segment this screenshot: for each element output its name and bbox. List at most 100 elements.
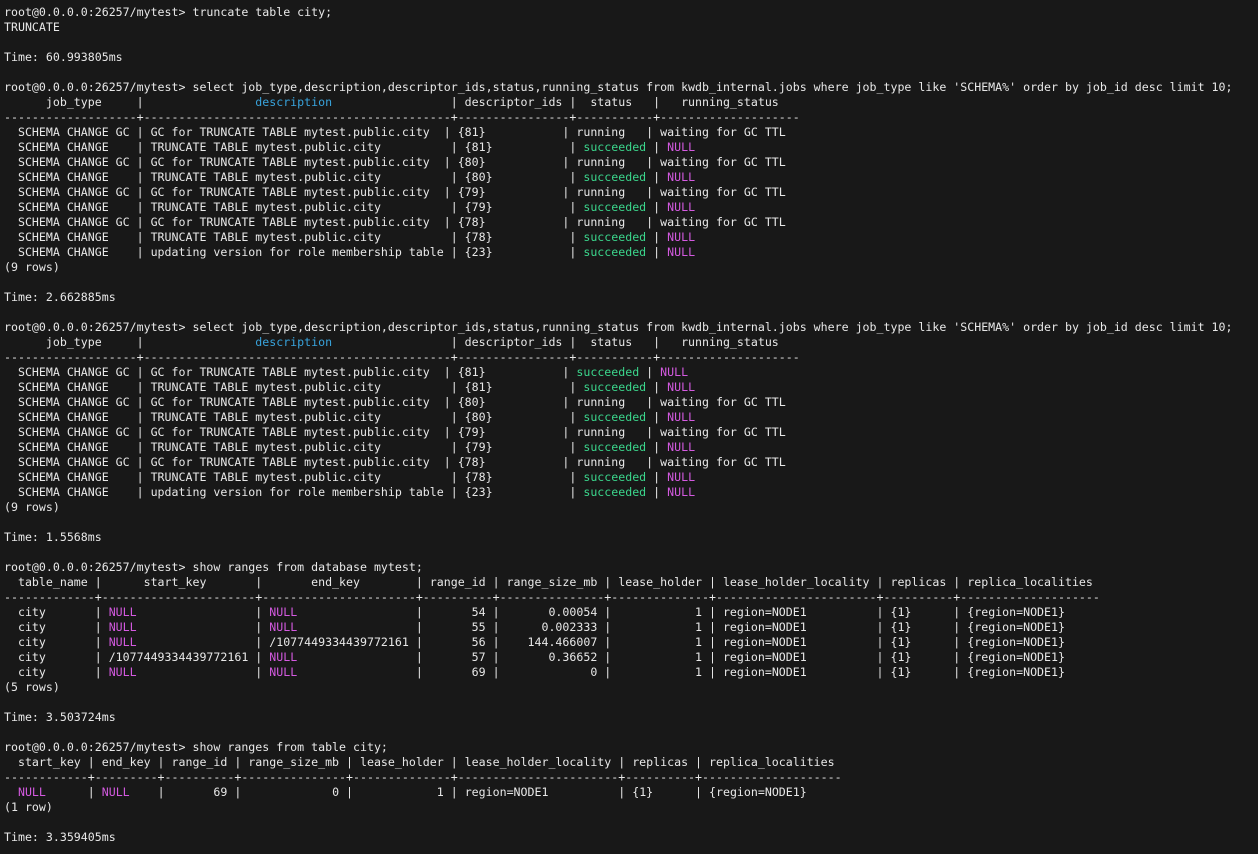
terminal-text: SCHEMA CHANGE GC | GC for TRUNCATE TABLE…	[4, 125, 786, 139]
terminal-text: Time: 60.993805ms	[4, 50, 123, 64]
terminal-line	[4, 815, 1258, 830]
null-literal-text: NULL	[108, 605, 137, 619]
null-literal-text: NULL	[108, 635, 137, 649]
terminal-line: TRUNCATE	[4, 20, 1258, 35]
terminal-line: root@0.0.0.0:26257/mytest> select job_ty…	[4, 80, 1258, 95]
terminal-text: SCHEMA CHANGE | TRUNCATE TABLE mytest.pu…	[4, 200, 584, 214]
null-literal-text: NULL	[667, 380, 696, 394]
terminal-text: SCHEMA CHANGE GC | GC for TRUNCATE TABLE…	[4, 215, 786, 229]
status-succeeded-text: succeeded	[576, 365, 640, 379]
terminal-text: |	[646, 230, 668, 244]
terminal-text: |	[646, 485, 668, 499]
terminal-text: -------------------+--------------------…	[4, 110, 800, 124]
terminal-text: SCHEMA CHANGE | TRUNCATE TABLE mytest.pu…	[4, 380, 584, 394]
terminal-text: SCHEMA CHANGE | updating version for rol…	[4, 485, 584, 499]
terminal-line: NULL | NULL | 69 | 0 | 1 | region=NODE1 …	[4, 785, 1258, 800]
terminal-text: SCHEMA CHANGE GC | GC for TRUNCATE TABLE…	[4, 425, 786, 439]
terminal-text: | 57 | 0.36652 | 1 | region=NODE1 | {1} …	[297, 650, 1065, 664]
terminal-line: SCHEMA CHANGE GC | GC for TRUNCATE TABLE…	[4, 455, 1258, 470]
terminal-text: |	[646, 140, 668, 154]
terminal-text: |	[646, 170, 668, 184]
terminal-line: root@0.0.0.0:26257/mytest> select job_ty…	[4, 320, 1258, 335]
null-literal-text: NULL	[269, 605, 298, 619]
null-literal-text: NULL	[667, 140, 696, 154]
terminal-text: SCHEMA CHANGE | TRUNCATE TABLE mytest.pu…	[4, 440, 584, 454]
terminal-text: city |	[4, 605, 109, 619]
terminal-text: |	[646, 470, 668, 484]
null-literal-text: NULL	[17, 785, 46, 799]
terminal-line: -------------------+--------------------…	[4, 110, 1258, 125]
terminal-line: city | NULL | NULL | 55 | 0.002333 | 1 |…	[4, 620, 1258, 635]
status-succeeded-text: succeeded	[583, 380, 647, 394]
terminal-line: SCHEMA CHANGE | updating version for rol…	[4, 245, 1258, 260]
terminal-line: SCHEMA CHANGE GC | GC for TRUNCATE TABLE…	[4, 155, 1258, 170]
terminal-line: Time: 2.662885ms	[4, 290, 1258, 305]
terminal-text: -------------+----------------------+---…	[4, 590, 1100, 604]
terminal-line: (9 rows)	[4, 260, 1258, 275]
status-succeeded-text: succeeded	[583, 485, 647, 499]
null-literal-text: NULL	[667, 170, 696, 184]
terminal-line	[4, 35, 1258, 50]
terminal-text: SCHEMA CHANGE GC | GC for TRUNCATE TABLE…	[4, 155, 786, 169]
terminal-line: (9 rows)	[4, 500, 1258, 515]
terminal-text: (9 rows)	[4, 500, 60, 514]
terminal-text: SCHEMA CHANGE | TRUNCATE TABLE mytest.pu…	[4, 410, 584, 424]
terminal-line: SCHEMA CHANGE | TRUNCATE TABLE mytest.pu…	[4, 140, 1258, 155]
terminal-line: city | NULL | /1077449334439772161 | 56 …	[4, 635, 1258, 650]
terminal-text: |	[646, 380, 668, 394]
terminal-line: SCHEMA CHANGE GC | GC for TRUNCATE TABLE…	[4, 215, 1258, 230]
terminal-line: SCHEMA CHANGE GC | GC for TRUNCATE TABLE…	[4, 395, 1258, 410]
terminal-text: | /1077449334439772161 | 56 | 144.466007…	[136, 635, 1065, 649]
terminal-text: SCHEMA CHANGE | TRUNCATE TABLE mytest.pu…	[4, 170, 584, 184]
status-succeeded-text: succeeded	[583, 470, 647, 484]
null-literal-text: NULL	[108, 665, 137, 679]
terminal-text: root@0.0.0.0:26257/mytest> show ranges f…	[4, 740, 388, 754]
terminal-text: |	[136, 620, 270, 634]
terminal-line	[4, 725, 1258, 740]
terminal-text: SCHEMA CHANGE | TRUNCATE TABLE mytest.pu…	[4, 470, 584, 484]
status-succeeded-text: succeeded	[583, 200, 647, 214]
null-literal-text: NULL	[667, 485, 696, 499]
null-literal-text: NULL	[667, 470, 696, 484]
terminal-line: table_name | start_key | end_key | range…	[4, 575, 1258, 590]
terminal-text: job_type |	[4, 335, 256, 349]
terminal-line: job_type | description | descriptor_ids …	[4, 335, 1258, 350]
terminal-text: (9 rows)	[4, 260, 60, 274]
status-succeeded-text: succeeded	[583, 410, 647, 424]
terminal-line: SCHEMA CHANGE | TRUNCATE TABLE mytest.pu…	[4, 410, 1258, 425]
status-succeeded-text: succeeded	[583, 170, 647, 184]
terminal-text: |	[45, 785, 102, 799]
terminal-line: SCHEMA CHANGE | TRUNCATE TABLE mytest.pu…	[4, 380, 1258, 395]
terminal-line	[4, 695, 1258, 710]
terminal-line: SCHEMA CHANGE | TRUNCATE TABLE mytest.pu…	[4, 440, 1258, 455]
terminal-line	[4, 515, 1258, 530]
terminal-text: | 55 | 0.002333 | 1 | region=NODE1 | {1}…	[297, 620, 1065, 634]
terminal-line: Time: 3.503724ms	[4, 710, 1258, 725]
status-succeeded-text: succeeded	[583, 230, 647, 244]
column-header-description: description	[255, 335, 333, 349]
terminal-text: -------------------+--------------------…	[4, 350, 800, 364]
null-literal-text: NULL	[269, 665, 298, 679]
terminal-text: SCHEMA CHANGE | TRUNCATE TABLE mytest.pu…	[4, 230, 584, 244]
terminal-text: (5 rows)	[4, 680, 60, 694]
terminal-line: SCHEMA CHANGE | TRUNCATE TABLE mytest.pu…	[4, 200, 1258, 215]
terminal-text: start_key | end_key | range_id | range_s…	[4, 755, 835, 769]
terminal-line: start_key | end_key | range_id | range_s…	[4, 755, 1258, 770]
terminal-text: Time: 1.5568ms	[4, 530, 102, 544]
null-literal-text: NULL	[667, 230, 696, 244]
status-succeeded-text: succeeded	[583, 440, 647, 454]
null-literal-text: NULL	[667, 440, 696, 454]
terminal-line	[4, 545, 1258, 560]
null-literal-text: NULL	[667, 245, 696, 259]
terminal-line: Time: 3.359405ms	[4, 830, 1258, 845]
null-literal-text: NULL	[269, 650, 298, 664]
terminal-text: | descriptor_ids | status | running_stat…	[332, 95, 779, 109]
terminal-line: -------------+----------------------+---…	[4, 590, 1258, 605]
null-literal-text: NULL	[667, 200, 696, 214]
terminal-line: job_type | description | descriptor_ids …	[4, 95, 1258, 110]
terminal-text: |	[646, 245, 668, 259]
terminal-text: job_type |	[4, 95, 256, 109]
terminal-text: city |	[4, 620, 109, 634]
terminal-text: Time: 3.503724ms	[4, 710, 116, 724]
